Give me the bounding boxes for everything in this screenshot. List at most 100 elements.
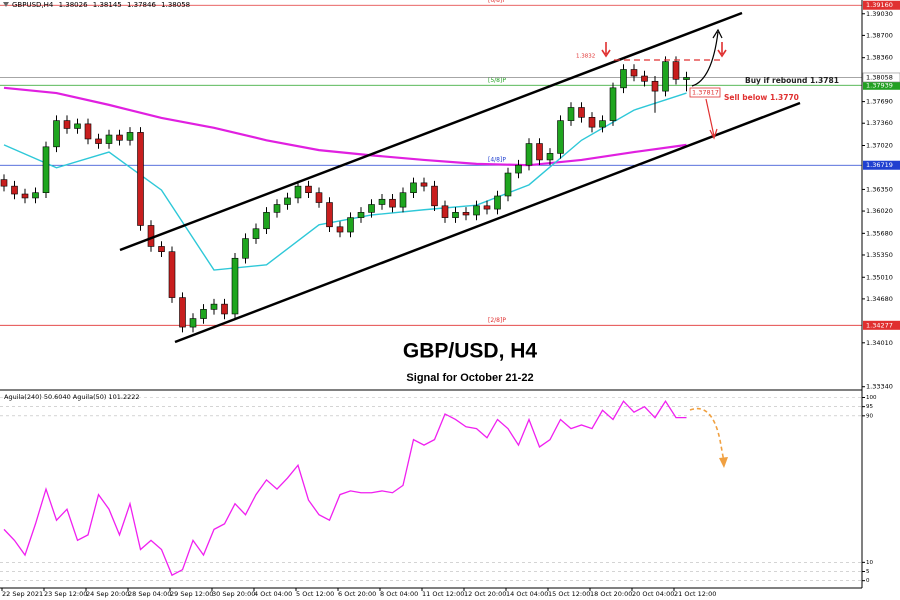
candle-body (630, 69, 638, 77)
y-tick-label: 1.37690 (866, 98, 893, 106)
x-tick-label: 22 Sep 2021 (2, 590, 43, 598)
candle-body (378, 198, 386, 205)
candle-body (21, 193, 29, 199)
x-tick-label: 18 Oct 20:00 (590, 590, 632, 598)
y-tick-label: 10 (866, 560, 873, 566)
candle-body (357, 212, 365, 218)
candle-body (74, 123, 81, 129)
marks-layer (0, 56, 690, 577)
candle-body (483, 205, 491, 210)
y-tick-label: 1.38360 (866, 54, 893, 62)
last-price-box (862, 72, 900, 83)
candle-body (32, 192, 39, 199)
sell-note: Sell below 1.3770 (724, 93, 799, 102)
candle-body (557, 120, 564, 154)
x-tick-label: 28 Sep 04:00 (128, 590, 171, 598)
last-price-label: 1.38058 (866, 73, 893, 81)
candle-body (599, 120, 606, 128)
level-name: [6/8]P (488, 0, 506, 4)
candle-body (441, 205, 449, 218)
candle-body (347, 217, 354, 233)
y-tick-label: 1.38700 (866, 31, 893, 39)
x-tick-label: 8 Oct 04:00 (380, 590, 418, 598)
buy-note: Buy if rebound 1.3781 (745, 76, 839, 85)
level-box (863, 320, 900, 330)
channel-upper (119, 11, 743, 252)
candle-body (410, 182, 417, 194)
candle-body (315, 192, 323, 203)
x-tick-label: 15 Oct 12:00 (548, 590, 590, 598)
y-tick-label: 1.37020 (866, 142, 893, 150)
y-tick-label: 1.35350 (866, 251, 893, 259)
candle-body (494, 195, 501, 210)
candle-body (588, 117, 596, 128)
y-tick-label: 1.37360 (866, 119, 893, 127)
level-label: 1.39160 (866, 1, 893, 9)
price-tag-label: 1.37817 (692, 89, 719, 97)
x-tick-label: 11 Oct 12:00 (422, 590, 464, 598)
candle-body (651, 80, 659, 92)
candle-body (452, 212, 459, 218)
y-tick-label: 95 (866, 404, 873, 410)
level-name: [4/8]P (488, 157, 506, 164)
candle-body (567, 107, 575, 121)
candle-body (515, 164, 522, 174)
candle-body (578, 107, 585, 118)
candle-body (242, 238, 249, 259)
x-tick-label: 24 Sep 20:00 (86, 590, 129, 598)
candle-body (389, 198, 396, 208)
down-arrow (717, 42, 727, 58)
candle-body (63, 120, 71, 129)
symbol: GBPUSD,H4 (12, 1, 54, 9)
level-name: [2/8]P (488, 317, 506, 324)
y-tick-label: 1.34010 (866, 339, 893, 347)
candle-body (252, 228, 260, 239)
candle-body (662, 61, 669, 92)
candle-body (200, 309, 207, 319)
x-tick-label: 21 Oct 12:00 (674, 590, 716, 598)
candle-body (672, 61, 680, 80)
indicator-line (3, 399, 687, 577)
x-tick-label: 20 Oct 04:00 (632, 590, 674, 598)
candle-body (504, 172, 512, 197)
x-tick-label: 23 Sep 12:00 (44, 590, 87, 598)
last-close: 1.38058 (161, 1, 190, 9)
forecast-arrow-head (719, 457, 728, 468)
candle-body (305, 185, 312, 194)
candle-body (158, 246, 165, 252)
x-tick-label: 29 Sep 12:00 (170, 590, 213, 598)
candle-body (431, 185, 438, 207)
candle-body (462, 212, 470, 216)
candle-body (546, 153, 554, 161)
candle-body (11, 185, 18, 195)
candle-body (189, 318, 197, 328)
forecast-arrow (689, 407, 725, 463)
candle-body (105, 134, 113, 144)
chart-subtitle: Signal for October 21-22 (406, 372, 533, 384)
level-box (863, 80, 900, 90)
candle-body (525, 143, 533, 166)
level-name: [5/8]P (488, 77, 506, 84)
chart-title: GBP/USD, H4 (403, 340, 538, 363)
candle-body (336, 226, 344, 233)
candle-body (221, 303, 228, 315)
y-tick-label: 90 (866, 413, 873, 419)
level-box (863, 0, 900, 10)
candle-body (263, 212, 270, 230)
last-low: 1.37846 (127, 1, 156, 9)
candle-body (0, 179, 8, 187)
candle-body (284, 197, 291, 205)
candle-body (473, 205, 480, 216)
candle-body (168, 251, 176, 298)
y-tick-label: 5 (866, 569, 870, 575)
candle-body (683, 77, 690, 80)
candle-body (116, 134, 123, 141)
header-icon (3, 2, 9, 7)
y-tick-label: 1.36350 (866, 185, 893, 193)
candle-body (179, 297, 186, 328)
candle-body (231, 257, 239, 315)
candle-body (641, 75, 648, 82)
